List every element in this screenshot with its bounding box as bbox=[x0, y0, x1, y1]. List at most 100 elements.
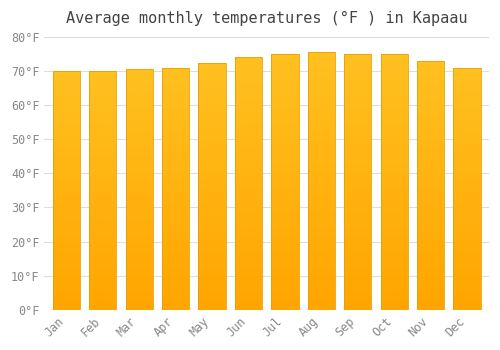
Bar bbox=[198, 298, 226, 301]
Bar bbox=[344, 114, 372, 118]
Bar bbox=[380, 271, 408, 276]
Bar bbox=[380, 216, 408, 220]
Bar bbox=[235, 255, 262, 259]
Bar bbox=[198, 161, 226, 166]
Bar bbox=[271, 306, 298, 310]
Bar bbox=[308, 52, 335, 57]
Bar bbox=[162, 148, 190, 152]
Bar bbox=[308, 241, 335, 245]
Bar bbox=[162, 104, 190, 108]
Bar bbox=[126, 77, 153, 82]
Bar bbox=[162, 229, 190, 233]
Bar bbox=[308, 147, 335, 151]
Bar bbox=[52, 194, 80, 198]
Bar bbox=[162, 116, 190, 120]
Bar bbox=[417, 218, 444, 223]
Bar bbox=[162, 173, 190, 177]
Bar bbox=[52, 214, 80, 218]
Bar bbox=[89, 254, 117, 258]
Bar bbox=[52, 99, 80, 103]
Bar bbox=[198, 128, 226, 133]
Bar bbox=[162, 221, 190, 225]
Bar bbox=[235, 268, 262, 272]
Bar bbox=[271, 208, 298, 212]
Bar bbox=[380, 186, 408, 190]
Bar bbox=[454, 197, 480, 201]
Bar bbox=[162, 76, 190, 80]
Bar bbox=[308, 275, 335, 280]
Bar bbox=[344, 186, 372, 190]
Bar bbox=[235, 188, 262, 192]
Bar bbox=[308, 301, 335, 306]
Bar bbox=[198, 120, 226, 124]
Bar bbox=[454, 104, 480, 108]
Bar bbox=[162, 68, 190, 310]
Bar bbox=[162, 249, 190, 253]
Bar bbox=[198, 285, 226, 289]
Bar bbox=[52, 278, 80, 282]
Bar bbox=[380, 293, 408, 297]
Bar bbox=[380, 199, 408, 203]
Bar bbox=[308, 267, 335, 271]
Bar bbox=[126, 233, 153, 238]
Bar bbox=[198, 207, 226, 211]
Bar bbox=[454, 289, 480, 294]
Bar bbox=[235, 150, 262, 154]
Bar bbox=[162, 270, 190, 273]
Bar bbox=[198, 83, 226, 87]
Bar bbox=[162, 225, 190, 229]
Bar bbox=[308, 74, 335, 78]
Bar bbox=[198, 137, 226, 141]
Bar bbox=[162, 144, 190, 148]
Bar bbox=[162, 261, 190, 265]
Bar bbox=[126, 218, 153, 222]
Bar bbox=[344, 271, 372, 276]
Bar bbox=[380, 63, 408, 67]
Bar bbox=[308, 87, 335, 91]
Bar bbox=[308, 65, 335, 70]
Bar bbox=[417, 82, 444, 86]
Bar bbox=[89, 167, 117, 170]
Bar bbox=[308, 198, 335, 203]
Bar bbox=[308, 207, 335, 211]
Bar bbox=[454, 169, 480, 173]
Bar bbox=[417, 61, 444, 65]
Bar bbox=[235, 57, 262, 62]
Bar bbox=[271, 63, 298, 67]
Bar bbox=[52, 206, 80, 210]
Bar bbox=[89, 178, 117, 182]
Bar bbox=[235, 259, 262, 264]
Bar bbox=[89, 258, 117, 262]
Bar bbox=[126, 85, 153, 90]
Bar bbox=[126, 118, 153, 121]
Bar bbox=[344, 276, 372, 280]
Bar bbox=[380, 280, 408, 284]
Bar bbox=[235, 141, 262, 146]
Bar bbox=[235, 83, 262, 87]
Bar bbox=[162, 213, 190, 217]
Bar bbox=[271, 203, 298, 208]
Bar bbox=[198, 256, 226, 260]
Bar bbox=[308, 186, 335, 190]
Bar bbox=[271, 237, 298, 241]
Bar bbox=[380, 152, 408, 156]
Bar bbox=[344, 161, 372, 165]
Bar bbox=[52, 230, 80, 234]
Bar bbox=[454, 265, 480, 270]
Bar bbox=[126, 146, 153, 149]
Bar bbox=[162, 233, 190, 237]
Bar bbox=[89, 302, 117, 306]
Bar bbox=[89, 147, 117, 150]
Bar bbox=[454, 205, 480, 209]
Bar bbox=[380, 131, 408, 135]
Bar bbox=[380, 110, 408, 114]
Bar bbox=[380, 203, 408, 208]
Bar bbox=[126, 250, 153, 254]
Bar bbox=[126, 226, 153, 230]
Bar bbox=[308, 297, 335, 301]
Bar bbox=[417, 90, 444, 94]
Bar bbox=[344, 71, 372, 75]
Bar bbox=[344, 182, 372, 186]
Bar bbox=[454, 112, 480, 116]
Bar bbox=[89, 286, 117, 290]
